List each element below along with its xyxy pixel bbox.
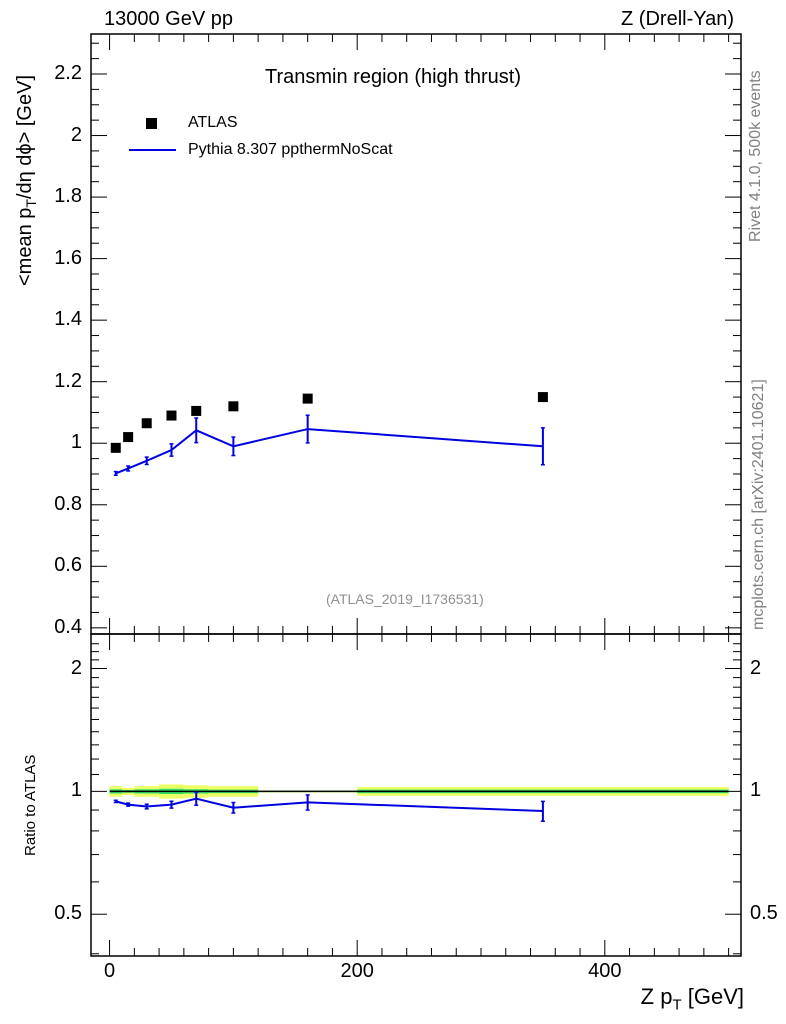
axes-frames xyxy=(90,33,742,957)
legend-atlas-label: ATLAS xyxy=(188,114,238,131)
ratio-y-tick-label: 0.5 xyxy=(54,902,82,925)
atlas-data-point xyxy=(166,410,177,421)
atlas-data-point xyxy=(110,442,121,453)
main-y-tick-label: 1.8 xyxy=(54,185,82,208)
main-y-label: <mean pT/dη dϕ> [GeV] xyxy=(14,75,39,286)
x-label-sub: T xyxy=(672,996,682,1014)
main-y-tick-label: 1 xyxy=(70,431,82,454)
ratio-y-tick-label: 1 xyxy=(70,779,82,802)
x-axis-label: Z pT [GeV] xyxy=(641,984,744,1013)
analysis-watermark: (ATLAS_2019_I1736531) xyxy=(326,591,484,607)
axis-ticks xyxy=(91,34,741,956)
x-tick-label: 400 xyxy=(588,960,622,982)
atlas-data-point xyxy=(228,401,239,412)
main-y-tick-label: 1.2 xyxy=(54,369,82,392)
legend xyxy=(129,118,176,151)
ratio-y-tick-label-right: 0.5 xyxy=(750,902,778,925)
main-y-tick-label: 0.8 xyxy=(54,492,82,515)
main-plot-marks xyxy=(110,392,548,476)
ratio-plot-marks xyxy=(113,791,545,822)
main-y-tick-label: 0.4 xyxy=(54,615,82,638)
ratio-y-tick-label-right: 2 xyxy=(750,656,762,679)
main-y-tick-label: 2.2 xyxy=(54,62,82,84)
ratio-series-line xyxy=(115,797,543,813)
ratio-y-tick-label: 2 xyxy=(70,656,82,679)
main-y-tick-label: 1.4 xyxy=(54,308,82,331)
ratio-frame xyxy=(90,633,742,957)
atlas-data-point xyxy=(191,405,202,416)
x-tick-label: 200 xyxy=(340,960,374,982)
plot-title: Transmin region (high thrust) xyxy=(265,66,522,88)
x-label-b: [GeV] xyxy=(681,984,744,1009)
ratio-band-group xyxy=(109,784,729,799)
main-y-tick-label: 0.6 xyxy=(54,554,82,577)
x-label-a: Z p xyxy=(640,984,673,1009)
atlas-data-point xyxy=(302,393,313,404)
legend-mc-label: Pythia 8.307 ppthermNoScat xyxy=(188,141,393,158)
header-right: Z (Drell-Yan) xyxy=(621,8,734,30)
main-y-tick-label: 1.6 xyxy=(54,246,82,269)
main-y-label-a: <mean p xyxy=(14,207,36,286)
rivet-label: Rivet 4.1.0, 500k events xyxy=(747,70,764,242)
main-y-tick-label: 2 xyxy=(70,123,82,146)
main-y-label-sub: T xyxy=(23,199,39,208)
atlas-data-point xyxy=(123,432,134,443)
atlas-data-point xyxy=(141,418,152,429)
source-label: mcplots.cern.ch [arXiv:2401.10621] xyxy=(750,379,767,630)
main-y-label-b: /dη dϕ> [GeV] xyxy=(14,74,36,200)
header-left: 13000 GeV pp xyxy=(104,8,233,30)
legend-atlas-marker xyxy=(146,118,157,129)
x-tick-label: 0 xyxy=(104,960,116,982)
ratio-y-tick-label-right: 1 xyxy=(750,779,762,802)
mc-series-line xyxy=(115,428,543,475)
atlas-data-point xyxy=(537,392,548,403)
ratio-y-label: Ratio to ATLAS xyxy=(22,754,39,856)
